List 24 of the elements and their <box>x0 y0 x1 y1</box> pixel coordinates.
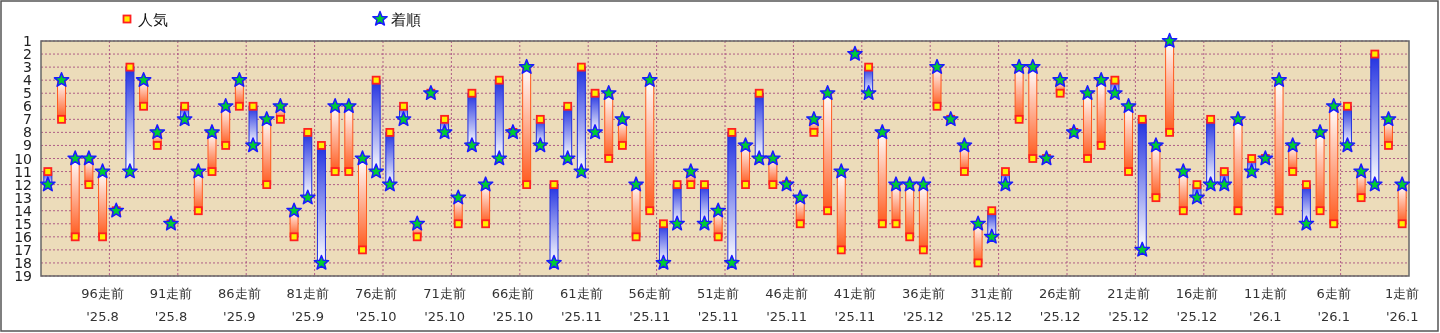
x-tick-label: 71走前 '25.10 <box>423 286 466 324</box>
x-tick-label: 21走前 '25.12 <box>1107 286 1150 324</box>
x-tick-label: 1走前 '26.1 <box>1385 286 1420 324</box>
x-tick-label: 16走前 '25.12 <box>1175 286 1219 324</box>
y-tick-label: 19 <box>14 268 32 284</box>
x-tick-label: 36走前 '25.12 <box>902 286 945 324</box>
x-tick-label: 41走前 '25.11 <box>833 286 877 324</box>
x-tick-label: 86走前 '25.9 <box>218 286 261 324</box>
x-tick-label: 91走前 '25.8 <box>149 286 193 324</box>
x-tick-label: 26走前 '25.12 <box>1038 286 1082 324</box>
x-tick-label: 31走前 '25.12 <box>970 286 1014 324</box>
x-tick-label: 46走前 '25.11 <box>765 286 808 324</box>
x-tick-label: 81走前 '25.9 <box>286 286 330 324</box>
x-tick-label: 61走前 '25.11 <box>560 286 603 324</box>
x-tick-label: 51走前 '25.11 <box>696 286 740 324</box>
x-tick-label: 76走前 '25.10 <box>354 286 398 324</box>
legend-label: 着順 <box>391 11 421 29</box>
x-tick-label: 6走前 '26.1 <box>1316 286 1351 324</box>
x-tick-label: 11走前 '26.1 <box>1244 286 1287 324</box>
y-tick-label: 1 <box>23 33 32 49</box>
x-tick-label: 66走前 '25.10 <box>491 286 535 324</box>
legend-label: 人気 <box>138 11 168 29</box>
x-tick-label: 96走前 '25.8 <box>81 286 124 324</box>
x-tick-label: 56走前 '25.11 <box>628 286 672 324</box>
